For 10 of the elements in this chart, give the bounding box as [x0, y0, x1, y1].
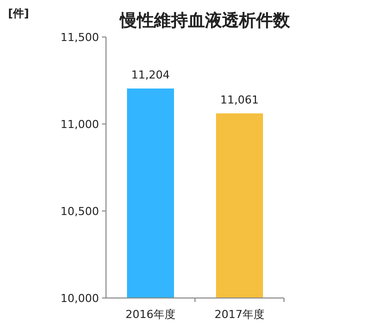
- y-tick-label: 10,000: [60, 292, 99, 305]
- y-tick-label: 10,500: [60, 205, 99, 218]
- data-label: 11,061: [220, 93, 259, 106]
- y-tick-label: 11,000: [60, 118, 99, 131]
- x-tick-label: 2016年度: [126, 308, 176, 321]
- data-label: 11,204: [131, 68, 170, 82]
- chart-title: 慢性維持血液透析件数: [119, 11, 291, 31]
- y-tick-label: 11,500: [60, 31, 99, 44]
- x-tick-label: 2017年度: [214, 308, 264, 321]
- y-axis-title: [件]: [8, 7, 30, 20]
